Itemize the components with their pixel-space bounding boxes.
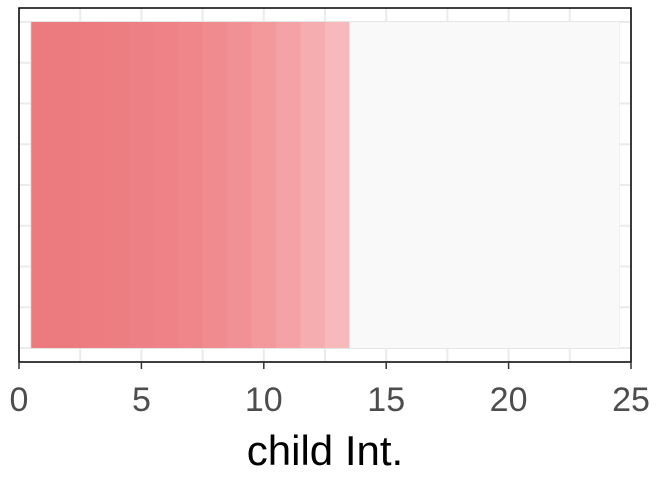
- bar-8: [202, 22, 228, 348]
- bar-16: [398, 22, 424, 348]
- bar-18: [447, 22, 473, 348]
- bar-13: [325, 22, 350, 348]
- bar-9: [227, 22, 253, 348]
- x-tick-label: 25: [612, 381, 650, 419]
- bar-6: [153, 22, 179, 348]
- bar-1: [31, 22, 57, 348]
- bar-12: [300, 22, 326, 348]
- bar-2: [55, 22, 81, 348]
- panel-border: [18, 7, 632, 363]
- bar-20: [496, 22, 522, 348]
- bar-24: [594, 22, 620, 348]
- bar-14: [349, 22, 375, 348]
- bar-23: [569, 22, 595, 348]
- x-axis-ticks: 0 5 10 15 20 25: [10, 362, 650, 419]
- bar-15: [373, 22, 399, 348]
- bar-17: [422, 22, 448, 348]
- bar-22: [545, 22, 571, 348]
- bar-3: [80, 22, 106, 348]
- bar-11: [276, 22, 302, 348]
- bar-5: [129, 22, 155, 348]
- x-tick-label: 10: [245, 381, 283, 419]
- bar-10: [251, 22, 277, 348]
- x-axis-title: child Int.: [247, 427, 403, 474]
- bar-19: [471, 22, 497, 348]
- x-tick-label: 15: [367, 381, 405, 419]
- bar-7: [178, 22, 204, 348]
- x-tick-label: 0: [10, 381, 29, 419]
- bars: [30, 21, 620, 349]
- bar-4: [104, 22, 130, 348]
- bar-21: [520, 22, 546, 348]
- x-tick-label: 20: [490, 381, 528, 419]
- x-tick-label: 5: [132, 381, 151, 419]
